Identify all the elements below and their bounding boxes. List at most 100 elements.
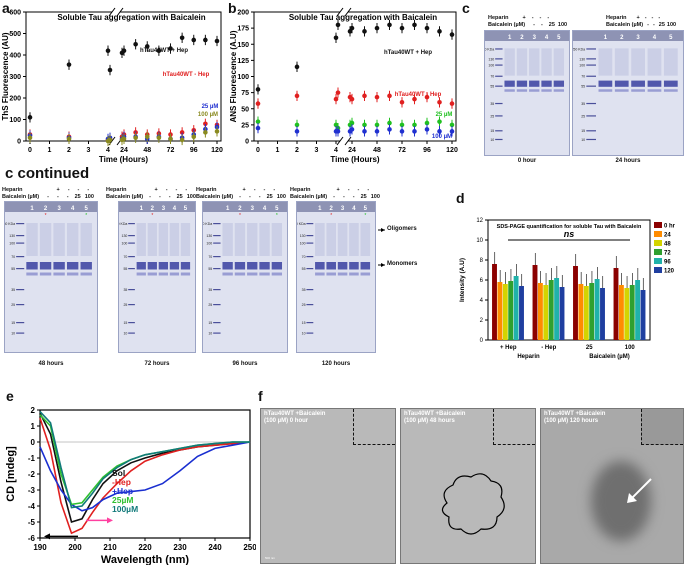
data-point	[387, 93, 392, 99]
bar	[613, 268, 619, 340]
marker-label: 70	[302, 255, 306, 259]
monomer-band	[66, 262, 79, 270]
secondary-band	[614, 89, 629, 92]
data-point	[349, 127, 355, 132]
lane-number: 5	[364, 206, 368, 212]
monomer-band	[158, 262, 169, 270]
lane-smear	[53, 223, 65, 256]
secondary-band	[541, 89, 552, 92]
marker-band	[495, 48, 503, 50]
x-tick-label: 0	[256, 147, 260, 154]
marker-band	[586, 85, 596, 87]
legend-label: 96	[664, 260, 671, 266]
marker-label: 35	[581, 102, 585, 106]
data-point	[105, 48, 111, 53]
secondary-band	[315, 272, 325, 276]
marker-label: 250 KDa	[5, 222, 15, 226]
marker-label: 70	[490, 75, 494, 79]
marker-band	[213, 223, 221, 225]
data-point	[412, 96, 417, 102]
data-point	[121, 136, 127, 142]
lane-number: 1	[226, 206, 230, 212]
secondary-band	[234, 272, 246, 276]
marker-label: 25	[123, 303, 127, 307]
monomer-band	[647, 80, 662, 87]
secondary-band	[529, 89, 540, 92]
marker-label: 25	[490, 114, 494, 118]
secondary-band	[271, 272, 283, 276]
data-point	[412, 122, 417, 128]
marker-band	[16, 223, 25, 225]
data-point	[133, 41, 138, 47]
x-tick-label: 120	[446, 147, 458, 154]
bar	[583, 286, 589, 340]
lane-smear	[169, 223, 180, 256]
data-point	[333, 35, 339, 41]
data-point	[121, 48, 127, 53]
gel-0-hour: 1 2 3 4 5 250 KDa 130 100 70 55 35 25 15 10	[484, 30, 570, 156]
lane-number: 2	[238, 206, 242, 212]
bar	[497, 282, 503, 340]
x-axis-label: Time (Hours)	[330, 155, 380, 164]
secondary-band	[169, 272, 180, 276]
lane-smear	[39, 223, 52, 256]
axis-break-mark	[336, 7, 344, 17]
bar	[600, 288, 605, 340]
legend-label: 100µM	[112, 504, 138, 514]
data-point	[107, 137, 113, 143]
data-point	[66, 62, 72, 67]
x-tick-label: 1	[276, 147, 280, 154]
bar	[559, 287, 565, 340]
lane-smear	[26, 223, 38, 256]
legend-label: Sol	[112, 468, 125, 478]
data-point	[374, 25, 380, 31]
panel-label-a: a	[2, 0, 10, 16]
lane-smear	[598, 48, 613, 76]
marker-band	[16, 235, 25, 237]
lane-number: 2	[330, 206, 334, 212]
lane-marker-star: *	[330, 213, 332, 219]
y-tick-label: 10	[476, 238, 483, 244]
lane-smear	[516, 48, 528, 76]
legend-swatch	[654, 240, 662, 246]
marker-label: 10	[208, 332, 212, 336]
lane-number: 1	[30, 206, 34, 212]
x-category-label: 25	[586, 345, 593, 351]
lane-number: 5	[184, 206, 188, 212]
data-point	[255, 119, 261, 124]
lane-number: 4	[653, 35, 657, 41]
marker-label: 100	[579, 63, 585, 67]
lane-number: 2	[620, 35, 624, 41]
lane-number: 1	[508, 35, 512, 41]
marker-label: 130	[579, 57, 585, 61]
data-point	[387, 22, 392, 28]
axis-break-mark	[344, 136, 352, 146]
secondary-band	[360, 272, 371, 276]
y-tick-label: 100	[237, 74, 249, 81]
x-axis-label: Time (Hours)	[99, 155, 149, 164]
y-tick-label: -6	[28, 534, 36, 543]
monomer-band	[541, 80, 552, 87]
lane-number: 2	[520, 35, 524, 41]
marker-label: 100	[206, 242, 212, 246]
marker-band	[213, 289, 221, 291]
monomer-band	[516, 80, 528, 87]
lane-smear	[360, 223, 371, 256]
x-tick-label: 220	[138, 543, 152, 552]
data-point	[66, 136, 72, 142]
x-category-label: 100	[625, 345, 636, 351]
y-tick-label: 175	[237, 26, 249, 33]
band-arrows	[378, 228, 385, 267]
lane-number: 1	[318, 206, 322, 212]
panel-label-b: b	[228, 0, 237, 16]
monomer-band	[222, 262, 233, 270]
gel-48-hours-caption: 48 hours	[38, 361, 64, 367]
marker-band	[128, 235, 135, 237]
y-tick-label: 0	[480, 338, 484, 344]
marker-band	[306, 256, 314, 258]
bar	[594, 279, 600, 340]
lane-smear	[315, 223, 325, 256]
lane-smear	[631, 48, 645, 76]
marker-band	[495, 138, 503, 141]
lane-smear	[614, 48, 629, 76]
